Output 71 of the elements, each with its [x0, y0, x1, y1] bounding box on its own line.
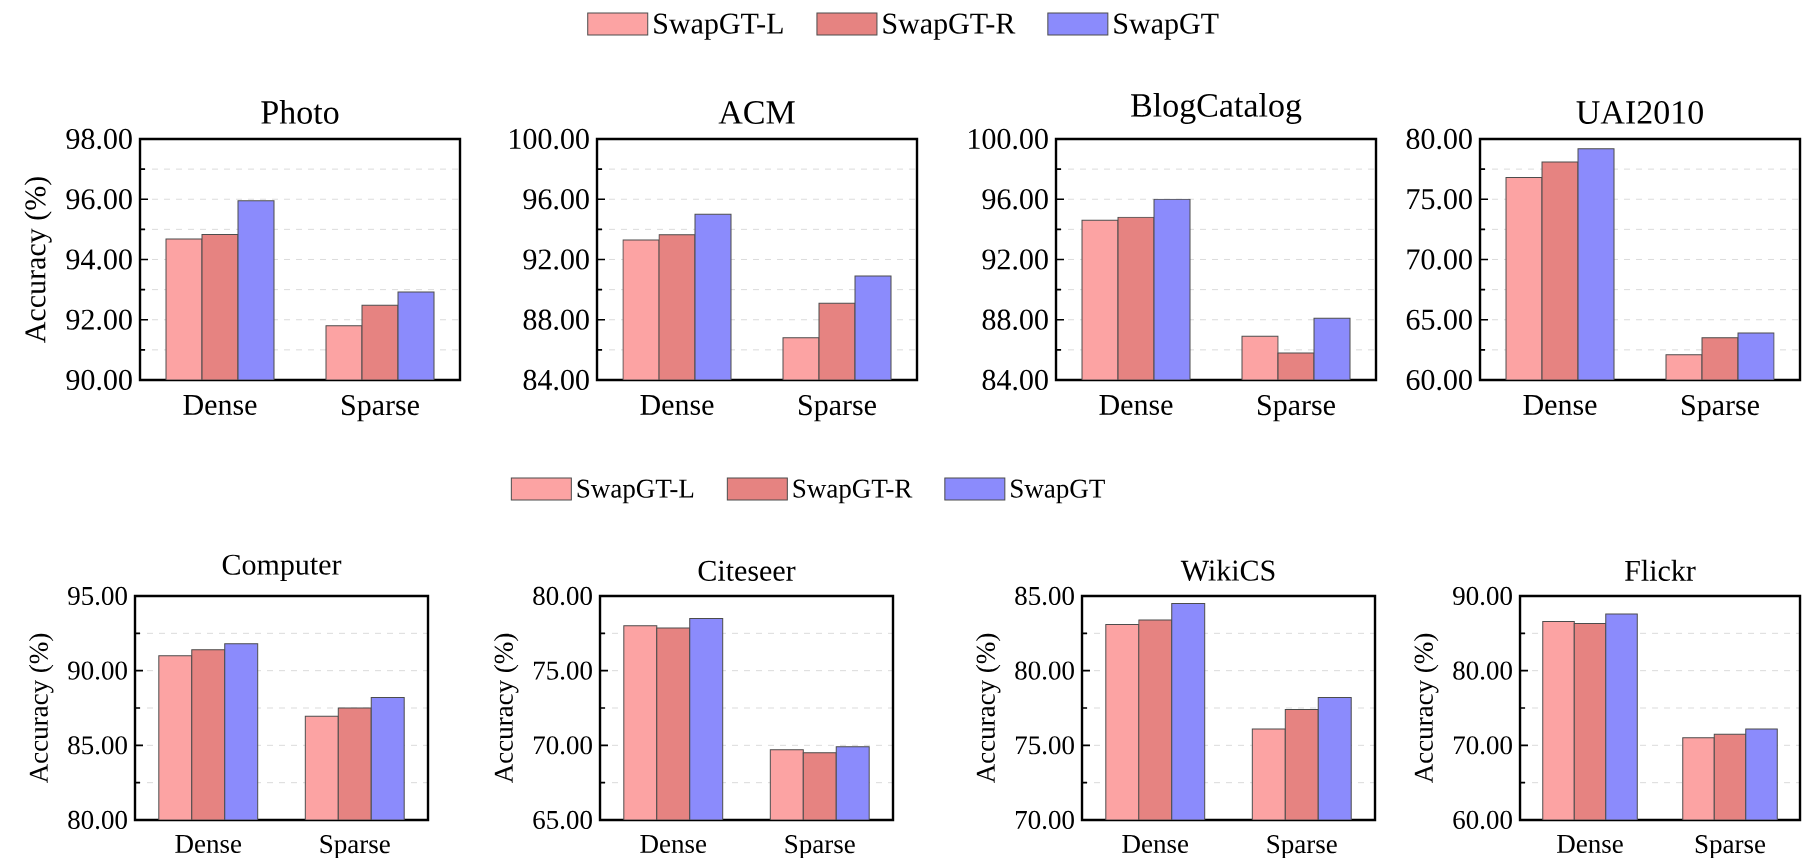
- y-tick-label: 84.00: [982, 369, 1048, 391]
- y-axis-title: Accuracy (%): [975, 633, 1001, 784]
- y-tick-label: 96.00: [982, 189, 1048, 210]
- x-tick-label: Sparse: [342, 395, 419, 422]
- y-tick-label: 92.00: [982, 249, 1048, 270]
- chart-title: ACM: [718, 101, 795, 124]
- y-tick-label: 80.00: [533, 586, 592, 606]
- y-tick-label: 90.00: [68, 661, 127, 680]
- y-tick-label: 75.00: [1015, 736, 1074, 755]
- x-tick-label: Dense: [640, 395, 714, 415]
- x-tick-label: Dense: [1122, 835, 1189, 853]
- y-tick-label: 100.00: [510, 128, 589, 150]
- y-axis-title: Accuracy (%): [24, 177, 52, 343]
- x-tick-label: Sparse: [1695, 835, 1766, 858]
- y-tick-label: 92.00: [523, 249, 589, 270]
- y-tick-label: 80.00: [68, 810, 127, 830]
- legend-label: SwapGT: [1114, 13, 1219, 40]
- x-tick-label: Sparse: [785, 835, 855, 858]
- x-tick-label: Dense: [640, 835, 707, 853]
- y-tick-label: 75.00: [533, 661, 592, 680]
- chart-title: Citeseer: [698, 560, 796, 581]
- legend-label: SwapGT: [1011, 479, 1105, 504]
- y-tick-label: 80.00: [1453, 661, 1512, 680]
- y-tick-label: 65.00: [533, 810, 592, 830]
- x-tick-label: Dense: [1557, 835, 1623, 853]
- chart-title: Photo: [261, 100, 339, 124]
- y-tick-label: 88.00: [523, 309, 589, 330]
- y-tick-label: 90.00: [1453, 586, 1512, 606]
- chart-title: BlogCatalog: [1131, 93, 1302, 124]
- y-tick-label: 92.00: [66, 309, 132, 330]
- x-tick-label: Sparse: [1682, 395, 1759, 422]
- x-tick-label: Dense: [1523, 395, 1597, 415]
- y-tick-label: 94.00: [66, 249, 132, 270]
- chart-title: Computer: [222, 554, 342, 581]
- legend-label: SwapGT-R: [883, 13, 1016, 40]
- y-tick-label: 96.00: [523, 189, 589, 210]
- y-tick-label: 80.00: [1406, 128, 1472, 150]
- y-tick-label: 90.00: [66, 369, 132, 391]
- legend-label: SwapGT-L: [654, 13, 783, 40]
- x-tick-label: Dense: [183, 395, 257, 415]
- x-tick-label: Sparse: [1258, 395, 1335, 422]
- y-axis-title: Accuracy (%): [1413, 633, 1439, 784]
- x-tick-label: Sparse: [799, 395, 876, 422]
- y-tick-label: 70.00: [533, 736, 592, 755]
- legend-label: SwapGT-R: [793, 479, 913, 504]
- y-tick-label: 80.00: [1015, 661, 1074, 680]
- y-axis-title: Accuracy (%): [28, 633, 54, 784]
- y-tick-label: 70.00: [1453, 736, 1512, 755]
- chart-title: Flickr: [1625, 559, 1696, 581]
- chart-title: UAI2010: [1576, 100, 1703, 124]
- y-tick-label: 98.00: [66, 128, 132, 150]
- y-tick-label: 60.00: [1453, 810, 1512, 830]
- y-tick-label: 70.00: [1015, 810, 1074, 830]
- chart-title: WikiCS: [1180, 559, 1275, 581]
- y-tick-label: 95.00: [68, 586, 127, 606]
- x-tick-label: Sparse: [320, 835, 390, 858]
- y-tick-label: 65.00: [1406, 309, 1472, 330]
- y-tick-label: 85.00: [68, 736, 127, 755]
- x-tick-label: Dense: [1099, 395, 1173, 415]
- y-tick-label: 88.00: [982, 309, 1048, 330]
- y-tick-label: 75.00: [1407, 189, 1472, 210]
- y-tick-label: 96.00: [66, 189, 132, 210]
- y-tick-label: 60.00: [1406, 369, 1472, 391]
- legend-label: SwapGT-L: [577, 479, 694, 504]
- y-tick-label: 100.00: [969, 128, 1048, 150]
- y-axis-title: Accuracy (%): [493, 633, 519, 784]
- x-tick-label: Sparse: [1267, 835, 1337, 858]
- y-tick-label: 85.00: [1015, 586, 1074, 606]
- y-tick-label: 70.00: [1407, 249, 1472, 270]
- x-tick-label: Dense: [175, 835, 242, 853]
- y-tick-label: 84.00: [523, 369, 589, 391]
